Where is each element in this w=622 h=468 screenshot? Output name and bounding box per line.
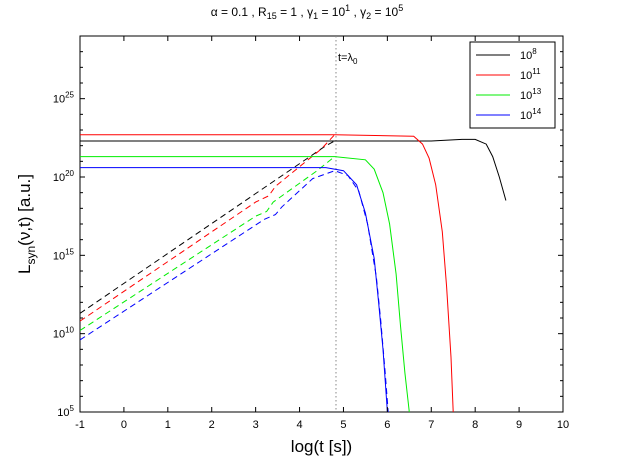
chart-title: α = 0.1 , R15​ = 1 , γ1​ = 101​ , γ2​ = …: [211, 3, 403, 21]
y-tick-label: 1015: [53, 247, 75, 262]
series-1: [80, 138, 507, 314]
y-tick-label: 1020: [53, 169, 75, 184]
legend-entry: 1011: [520, 67, 541, 82]
x-tick-label: 5: [340, 419, 346, 431]
y-tick-label: 105: [57, 404, 74, 419]
series-dashed-line: [80, 134, 336, 322]
x-tick-label: 6: [384, 419, 390, 431]
series-2: [80, 134, 454, 412]
series-solid-line: [80, 134, 454, 412]
x-axis-ticks: -1 0 1 2 3 4 5 6 7 8 9 10: [75, 36, 569, 431]
legend-entry: 1013: [520, 87, 542, 102]
x-tick-label: -1: [75, 419, 85, 431]
x-tick-label: 1: [165, 419, 171, 431]
series-4: [80, 167, 389, 412]
vline-group: t=λ0: [335, 36, 358, 412]
x-tick-label: 9: [516, 419, 522, 431]
x-tick-label: 2: [209, 419, 215, 431]
y-tick-label: 1010: [53, 326, 75, 341]
series-dashed-line: [80, 156, 336, 331]
series-3: [80, 156, 410, 412]
series-group: [80, 134, 507, 412]
series-dashed-line: [80, 170, 389, 412]
series-solid-line: [80, 156, 410, 412]
x-tick-label: 4: [296, 419, 302, 431]
legend-entry: 1014: [520, 107, 542, 122]
series-solid-line: [80, 138, 507, 201]
series-dashed-line: [80, 140, 335, 314]
legend: 108 1011 1013 1014: [469, 41, 556, 129]
x-tick-label: 0: [121, 419, 127, 431]
x-tick-label: 3: [253, 419, 259, 431]
x-tick-label: 7: [428, 419, 434, 431]
y-axis-ticks: 105 1010 1015 1020 1025: [53, 35, 563, 419]
lambda-label: t=λ0: [338, 52, 358, 66]
legend-entry: 108: [520, 47, 537, 62]
y-axis-label: Lsyn(ν,t) [a.u.]: [15, 174, 38, 274]
y-tick-label: 1025: [53, 91, 75, 106]
x-axis-label: log(t [s]): [291, 437, 352, 456]
x-tick-label: 10: [557, 419, 569, 431]
legend-box: [469, 41, 556, 129]
x-tick-label: 8: [472, 419, 478, 431]
